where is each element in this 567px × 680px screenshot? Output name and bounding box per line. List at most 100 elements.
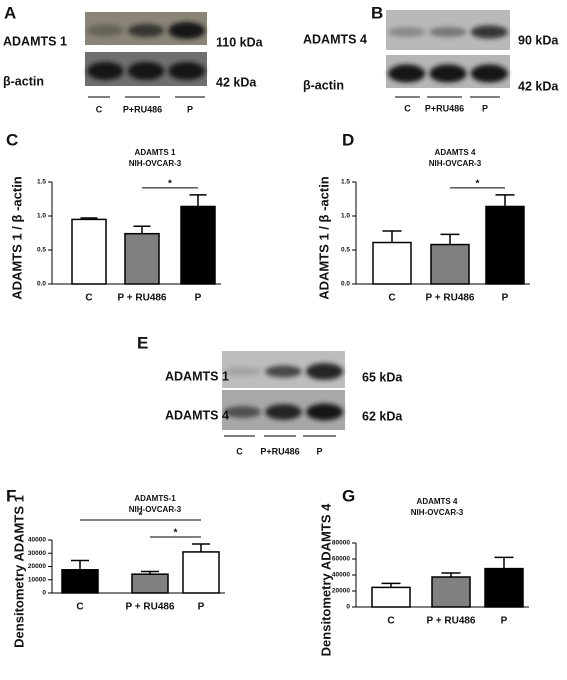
lane-label: C — [96, 104, 103, 114]
blot-band — [224, 406, 261, 418]
y-tick-label: 20000 — [28, 563, 46, 570]
lane-label: P+RU486 — [123, 104, 162, 114]
y-axis-label: Densitometry ADAMTS 4 — [318, 503, 333, 656]
lane-label: C — [236, 446, 243, 456]
chart-subtitle: NIH-OVCAR-3 — [129, 505, 182, 514]
blot-row-label: ADAMTS 1 — [165, 369, 229, 383]
y-tick-label: 80000 — [332, 540, 350, 547]
y-tick-label: 0.5 — [341, 247, 350, 254]
chart-subtitle: NIH-OVCAR-3 — [129, 159, 182, 168]
significance-label: * — [168, 179, 172, 190]
panel-letter: G — [342, 486, 355, 505]
x-tick-label: P — [502, 293, 509, 304]
lane-label: P — [482, 103, 488, 113]
y-axis-label: ADAMTS 1 / β -actin — [316, 176, 331, 300]
x-tick-label: P — [198, 602, 205, 613]
y-tick-label: 0.0 — [37, 281, 46, 288]
blot-band — [127, 62, 165, 80]
chart-subtitle: NIH-OVCAR-3 — [411, 508, 464, 517]
x-tick-label: P + RU486 — [426, 616, 475, 627]
blot-band — [306, 363, 343, 380]
blot-row-label: ADAMTS 4 — [303, 32, 367, 46]
chart-title: ADAMTS 1 — [135, 148, 176, 157]
y-tick-label: 1.0 — [341, 213, 350, 220]
bar — [485, 205, 525, 285]
y-tick-label: 1.5 — [37, 179, 46, 186]
y-tick-label: 20000 — [332, 588, 350, 595]
blot-band — [429, 64, 467, 83]
bar — [61, 569, 99, 594]
bar — [182, 551, 220, 594]
blot-band — [306, 403, 343, 421]
bar — [180, 205, 216, 285]
y-tick-label: 0 — [346, 604, 350, 611]
blot-kda-label: 110 kDa — [216, 35, 264, 49]
blot-band — [388, 64, 426, 83]
y-axis-label: Densitometry ADAMTS 1 — [11, 495, 26, 648]
x-tick-label: P — [501, 616, 508, 627]
y-axis-label: ADAMTS 1 / β -actin — [9, 176, 24, 300]
blot-band — [470, 64, 508, 83]
y-tick-label: 0.5 — [37, 247, 46, 254]
significance-label: * — [139, 511, 143, 522]
blot-kda-label: 42 kDa — [518, 79, 559, 93]
panel-letter: A — [4, 3, 16, 22]
bar — [124, 232, 160, 285]
x-tick-label: C — [388, 293, 395, 304]
blot-row-label: β-actin — [3, 74, 44, 88]
blot-band — [87, 62, 124, 80]
blot-band — [388, 27, 426, 37]
x-tick-label: P — [195, 293, 202, 304]
blot-row-label: β-actin — [303, 78, 344, 92]
blot-kda-label: 90 kDa — [518, 33, 559, 47]
blot-kda-label: 62 kDa — [362, 409, 403, 423]
x-tick-label: C — [85, 293, 92, 304]
lane-label: P+RU486 — [260, 446, 299, 456]
chart-title: ADAMTS 4 — [435, 148, 476, 157]
lane-label: C — [404, 103, 411, 113]
blot-band — [168, 22, 205, 39]
blot-row-label: ADAMTS 4 — [165, 408, 229, 422]
blot-band — [429, 26, 467, 38]
blot-band — [265, 365, 302, 378]
significance-label: * — [174, 528, 178, 539]
panel-letter: C — [6, 130, 18, 149]
chart-title: ADAMTS-1 — [134, 494, 176, 503]
panel-letter: B — [371, 3, 383, 22]
lane-label: P — [187, 104, 193, 114]
y-tick-label: 1.0 — [37, 213, 46, 220]
blot-kda-label: 42 kDa — [216, 75, 257, 89]
panel-letter: D — [342, 130, 354, 149]
significance-label: * — [476, 179, 480, 190]
lane-label: P — [316, 446, 322, 456]
y-tick-label: 40000 — [332, 572, 350, 579]
y-tick-label: 40000 — [28, 537, 46, 544]
chart-subtitle: NIH-OVCAR-3 — [429, 159, 482, 168]
blot-kda-label: 65 kDa — [362, 370, 403, 384]
x-tick-label: P + RU486 — [125, 602, 174, 613]
x-tick-label: C — [387, 616, 394, 627]
blot-band — [168, 62, 205, 80]
x-tick-label: P + RU486 — [117, 293, 166, 304]
panel-letter: F — [6, 486, 16, 505]
y-tick-label: 1.5 — [341, 179, 350, 186]
y-tick-label: 0 — [42, 590, 46, 597]
x-tick-label: P + RU486 — [425, 293, 474, 304]
chart-title: ADAMTS 4 — [417, 497, 458, 506]
bar — [131, 573, 169, 594]
lane-label: P+RU486 — [425, 103, 464, 113]
blot-row-label: ADAMTS 1 — [3, 34, 67, 48]
blot-band — [127, 23, 165, 38]
bar — [431, 576, 471, 608]
bar — [71, 218, 107, 285]
blot-band — [224, 366, 261, 377]
y-tick-label: 60000 — [332, 556, 350, 563]
panel-letter: E — [137, 333, 148, 352]
y-tick-label: 0.0 — [341, 281, 350, 288]
blot-band — [470, 25, 508, 39]
y-tick-label: 30000 — [28, 550, 46, 557]
bar — [484, 567, 524, 608]
bar — [371, 586, 411, 608]
bar — [372, 241, 412, 285]
